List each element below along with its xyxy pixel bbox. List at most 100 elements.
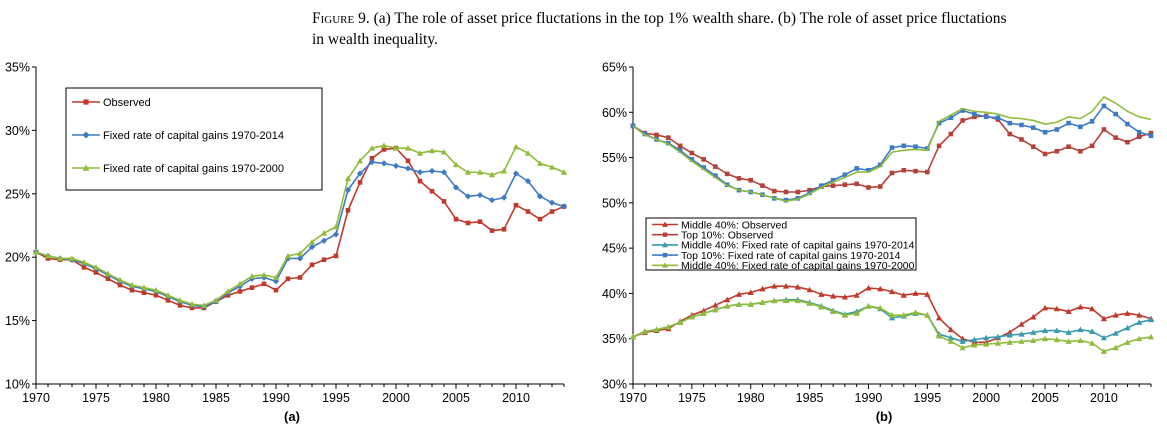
legend-swatch-marker (662, 241, 668, 248)
data-point (357, 180, 363, 185)
data-point (794, 283, 801, 290)
data-point (560, 169, 568, 175)
data-point (1112, 312, 1119, 318)
data-point (476, 191, 484, 199)
data-point (747, 289, 754, 296)
data-point (464, 193, 472, 200)
data-point (1089, 340, 1096, 346)
data-point (440, 169, 448, 176)
data-point (1148, 130, 1154, 136)
data-point (795, 189, 801, 195)
legend-label: Top 10%: Observed (681, 230, 773, 242)
data-point (356, 157, 364, 164)
data-point (771, 283, 778, 289)
y-tick-label: 40% (602, 287, 627, 301)
data-point (806, 286, 813, 293)
data-point (285, 276, 291, 282)
x-tick-label: 1980 (737, 391, 765, 405)
data-point (1030, 329, 1037, 335)
data-point (476, 169, 484, 175)
data-point (1041, 304, 1049, 311)
data-point (513, 202, 519, 208)
series-5 (629, 297, 1155, 354)
data-point (236, 280, 244, 287)
data-point (464, 169, 472, 175)
data-point (771, 297, 778, 304)
data-point (830, 293, 837, 299)
data-point (830, 183, 836, 188)
legend-swatch-marker (82, 164, 90, 171)
data-point (1030, 337, 1037, 344)
data-point (948, 131, 954, 137)
legend-swatch-marker (662, 232, 668, 237)
data-point (712, 306, 719, 313)
data-point (1018, 338, 1025, 344)
data-point (924, 291, 931, 297)
series-line (632, 96, 1152, 202)
data-point (260, 271, 268, 278)
data-point (1066, 144, 1071, 150)
data-point (806, 300, 813, 306)
data-point (512, 170, 520, 177)
data-point (983, 341, 990, 347)
data-point (1101, 103, 1107, 109)
legend-box (645, 217, 917, 271)
legend-label: Middle 40%: Fixed rate of capital gains … (681, 260, 915, 272)
data-point (924, 312, 931, 318)
data-point (960, 108, 965, 113)
data-point (248, 273, 256, 279)
data-point (971, 336, 978, 343)
data-point (92, 264, 100, 270)
data-point (795, 196, 801, 201)
data-point (416, 150, 424, 156)
data-point (972, 114, 977, 120)
data-point (1041, 327, 1049, 334)
data-point (1136, 129, 1142, 135)
chart-a: 10% 15% 20% 25% 30% 35% 1970 1975 1980 1985 1990 19… (5, 61, 568, 424)
data-point (1066, 120, 1071, 126)
data-point (261, 281, 267, 287)
data-point (912, 309, 919, 315)
data-point (104, 270, 112, 277)
x-tick-label: 1970 (22, 391, 50, 405)
data-point (1113, 111, 1118, 117)
x-tick-label: 1990 (855, 391, 883, 405)
data-point (1100, 348, 1108, 354)
data-point (404, 165, 412, 172)
data-point (237, 289, 243, 294)
legend-box (65, 87, 323, 191)
data-point (332, 231, 340, 238)
data-point (500, 167, 508, 174)
legend-swatch-marker (662, 252, 668, 258)
data-point (1065, 308, 1072, 315)
data-point (453, 216, 459, 222)
data-point (653, 326, 660, 333)
data-point (200, 302, 208, 308)
data-point (536, 193, 544, 200)
data-point (525, 209, 531, 214)
data-point (947, 338, 954, 344)
data-point (392, 145, 400, 151)
data-point (1019, 137, 1024, 142)
data-point (1007, 131, 1013, 137)
data-point (1101, 127, 1107, 132)
data-point (807, 187, 812, 193)
data-point (747, 301, 754, 307)
data-point (842, 182, 848, 188)
legend-swatch-marker (82, 131, 90, 139)
data-point (1042, 151, 1048, 157)
data-point (948, 115, 954, 121)
x-tick-label: 1990 (262, 391, 290, 405)
data-point (452, 161, 460, 168)
y-tick-label: 20% (5, 251, 30, 265)
data-point (760, 183, 765, 188)
data-point (164, 292, 172, 298)
data-point (153, 292, 159, 298)
data-point (32, 249, 40, 255)
data-point (309, 262, 315, 268)
data-point (392, 162, 400, 170)
data-point (1136, 134, 1142, 140)
data-point (1018, 331, 1025, 337)
x-tick-label: 2005 (1031, 391, 1059, 405)
